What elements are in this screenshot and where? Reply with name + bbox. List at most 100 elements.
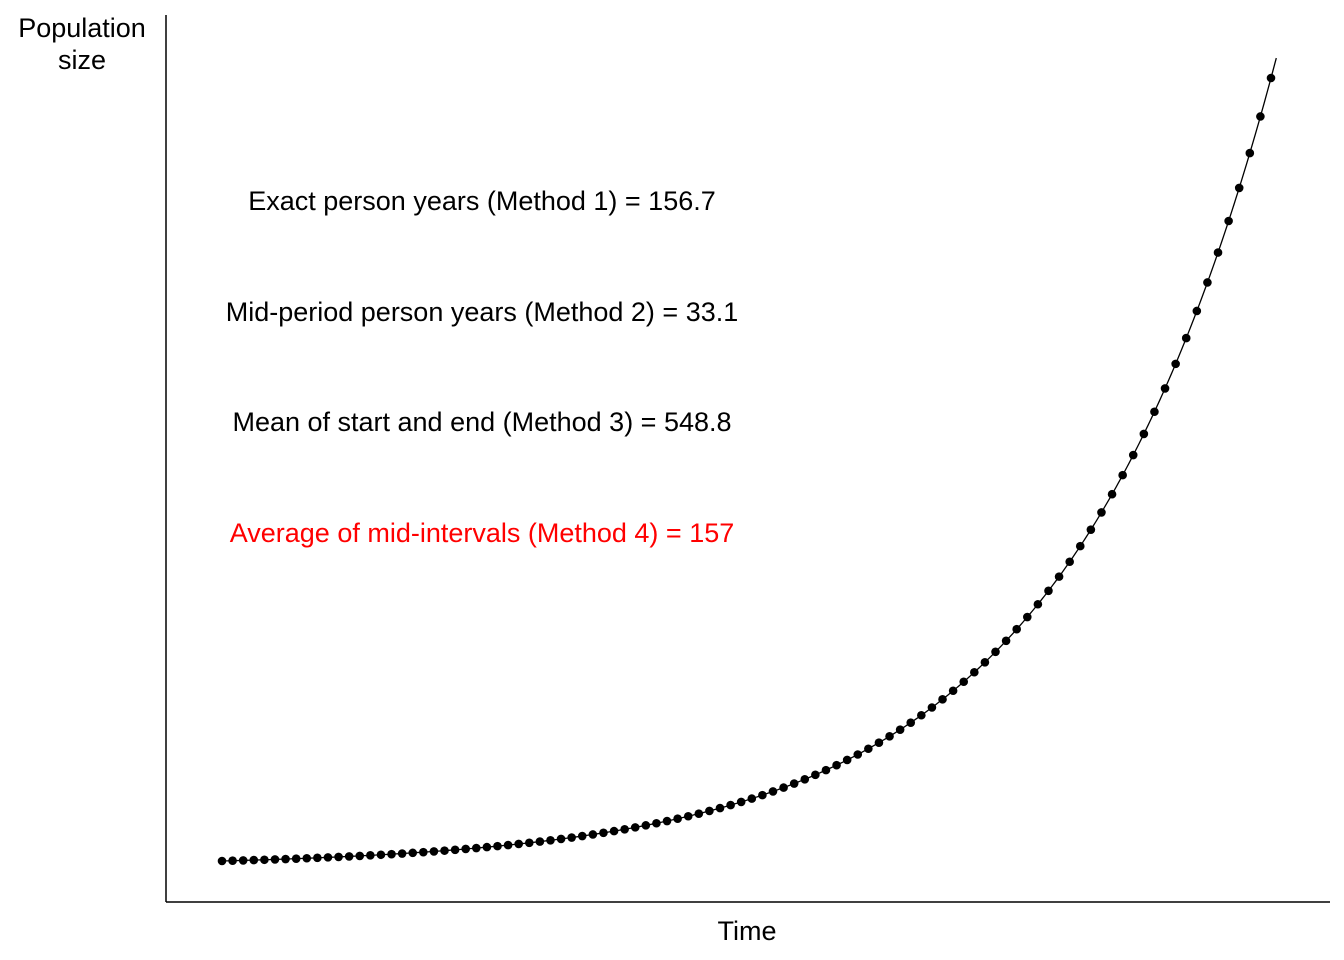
annotation-method-4: Average of mid-intervals (Method 4) = 15… xyxy=(230,518,735,548)
data-point xyxy=(811,770,820,780)
data-point xyxy=(1256,112,1265,121)
data-point xyxy=(355,851,365,861)
data-point xyxy=(302,853,312,863)
data-point xyxy=(620,824,629,834)
data-point xyxy=(1139,429,1149,439)
data-point xyxy=(503,840,513,850)
data-point xyxy=(1171,359,1180,369)
data-point xyxy=(376,850,386,860)
data-point xyxy=(482,842,492,852)
data-point xyxy=(683,811,693,821)
data-point xyxy=(1118,470,1127,480)
data-point xyxy=(1044,586,1053,596)
data-point xyxy=(609,826,619,836)
data-point xyxy=(217,856,227,866)
data-point xyxy=(662,816,672,826)
data-point xyxy=(736,797,746,807)
data-point xyxy=(895,725,905,734)
data-point xyxy=(1086,525,1096,534)
data-point xyxy=(323,853,333,862)
data-point xyxy=(842,755,852,765)
data-point xyxy=(577,831,587,841)
data-point xyxy=(779,783,788,792)
data-point xyxy=(853,750,863,759)
data-point xyxy=(1054,572,1064,581)
data-point xyxy=(281,854,290,864)
data-point xyxy=(567,833,576,842)
data-point xyxy=(1033,599,1043,609)
data-point xyxy=(408,848,418,858)
data-point xyxy=(546,836,555,845)
data-point xyxy=(970,667,979,677)
data-point xyxy=(514,839,523,849)
data-point xyxy=(705,806,714,816)
data-point xyxy=(758,790,767,800)
data-point xyxy=(440,846,449,855)
data-point xyxy=(768,787,778,796)
data-point xyxy=(1245,148,1255,158)
data-point xyxy=(980,657,990,667)
data-point xyxy=(1213,248,1223,257)
data-point xyxy=(747,794,757,803)
data-point xyxy=(1150,407,1159,417)
annotation-method-1: Exact person years (Method 1) = 156.7 xyxy=(248,186,716,216)
data-point xyxy=(927,703,937,712)
data-point xyxy=(429,847,439,856)
data-point xyxy=(1266,73,1276,83)
data-point xyxy=(959,677,969,687)
data-point xyxy=(1203,278,1212,287)
data-point xyxy=(1107,489,1117,499)
data-point xyxy=(1181,333,1191,343)
exponential-curve-line xyxy=(221,57,1277,862)
data-point xyxy=(238,856,248,865)
data-point xyxy=(599,828,608,838)
data-point xyxy=(472,843,481,853)
data-point xyxy=(630,823,640,832)
data-point xyxy=(821,765,831,775)
data-point xyxy=(291,854,301,863)
data-point xyxy=(694,809,704,818)
data-point xyxy=(344,852,354,861)
data-point xyxy=(450,845,460,855)
data-point xyxy=(641,821,651,830)
data-point xyxy=(1192,306,1202,316)
data-point xyxy=(524,838,534,848)
data-point xyxy=(906,718,916,727)
y-axis-label-line-2: size xyxy=(58,45,106,75)
data-point xyxy=(493,841,502,851)
data-point xyxy=(334,852,343,862)
x-axis-label: Time xyxy=(718,916,777,946)
data-point xyxy=(556,834,566,844)
data-point xyxy=(260,855,269,865)
data-point xyxy=(715,803,725,813)
data-point xyxy=(1001,636,1011,646)
data-point xyxy=(1065,557,1074,567)
data-point xyxy=(249,855,259,865)
data-point xyxy=(397,849,407,858)
data-point xyxy=(1224,216,1233,226)
data-point xyxy=(1012,624,1021,634)
data-point xyxy=(991,647,1000,657)
data-point xyxy=(535,837,545,846)
data-point xyxy=(1022,612,1032,622)
data-points-group xyxy=(217,73,1276,866)
data-point xyxy=(874,738,884,747)
data-point xyxy=(366,851,375,860)
y-axis-label-line-1: Population xyxy=(18,13,146,43)
data-point xyxy=(1075,541,1085,551)
data-point xyxy=(789,779,799,788)
data-point xyxy=(673,814,682,823)
data-point xyxy=(387,849,396,859)
data-point xyxy=(228,856,237,866)
data-point xyxy=(588,830,598,839)
data-point xyxy=(864,744,873,754)
data-point xyxy=(1128,450,1138,460)
data-point xyxy=(1097,508,1106,517)
data-point xyxy=(1234,183,1244,193)
data-point xyxy=(917,710,926,720)
data-point xyxy=(832,760,841,770)
data-point xyxy=(652,818,661,828)
data-point xyxy=(313,853,322,863)
data-point xyxy=(726,800,735,810)
